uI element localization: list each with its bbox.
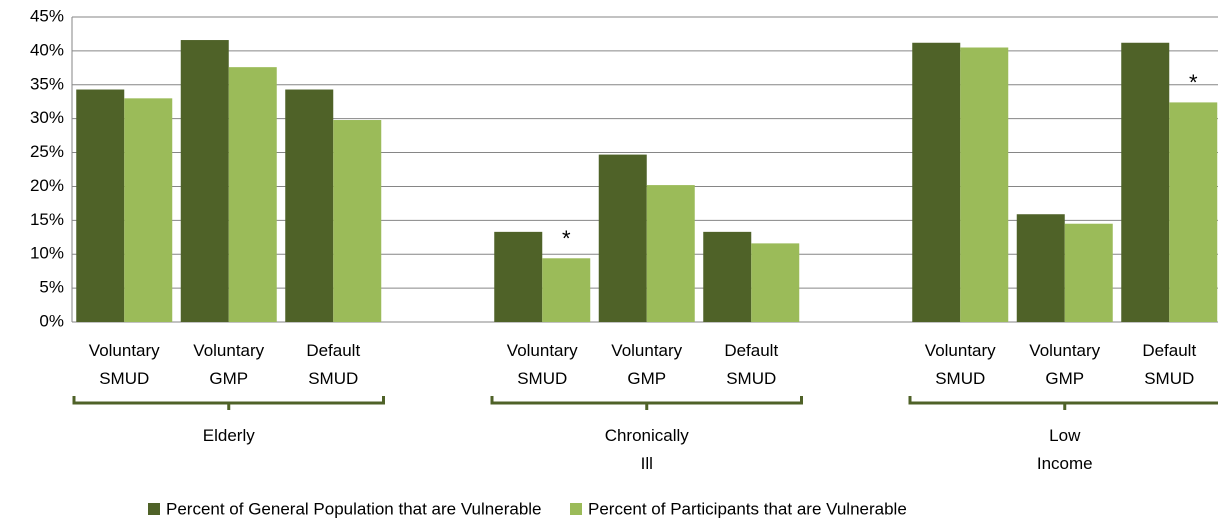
bar <box>76 89 125 323</box>
x-tick-label-line: SMUD <box>517 369 567 388</box>
y-tick-label: 35% <box>30 74 64 93</box>
x-tick-label-line: SMUD <box>99 369 149 388</box>
y-tick-label: 30% <box>30 108 64 127</box>
x-tick-label: Voluntary GMP <box>193 341 264 388</box>
x-tick-label-line: SMUD <box>308 369 358 388</box>
bar <box>1064 223 1113 322</box>
x-tick-label: Default SMUD <box>1142 341 1196 388</box>
y-tick-label: 45% <box>30 6 64 25</box>
x-tick-label-line: Voluntary <box>193 341 264 360</box>
x-tick-label-line: Default <box>1142 341 1196 360</box>
legend-label: Percent of Participants that are Vulnera… <box>588 499 907 518</box>
x-tick-label-line: Default <box>306 341 360 360</box>
y-tick-label: 20% <box>30 176 64 195</box>
bar <box>180 40 229 323</box>
group-label-line: Ill <box>641 454 653 473</box>
group-bracket <box>908 396 1218 410</box>
bar <box>646 185 695 322</box>
x-tick-label-line: SMUD <box>1144 369 1194 388</box>
bar <box>1169 102 1218 323</box>
x-tick-label-line: Voluntary <box>925 341 996 360</box>
group-label: Elderly <box>203 426 255 445</box>
bar <box>703 231 752 322</box>
x-tick-label-line: Voluntary <box>89 341 160 360</box>
bar <box>333 120 382 323</box>
x-tick-label-line: SMUD <box>726 369 776 388</box>
x-tick-label-line: GMP <box>209 369 248 388</box>
x-tick-label-line: SMUD <box>935 369 985 388</box>
y-tick-label: 15% <box>30 210 64 229</box>
x-tick-label-line: Voluntary <box>611 341 682 360</box>
y-tick-label: 25% <box>30 142 64 161</box>
group-label-line: Chronically <box>605 426 690 445</box>
bar <box>1016 214 1065 322</box>
group-label-line: Low <box>1049 426 1081 445</box>
group-label-line: Income <box>1037 454 1093 473</box>
x-tick-label-line: Default <box>724 341 778 360</box>
y-tick-label: 10% <box>30 244 64 263</box>
group-label-line: Elderly <box>203 426 255 445</box>
bar <box>751 243 800 322</box>
x-tick-label: Voluntary SMUD <box>89 341 160 388</box>
y-tick-label: 5% <box>39 278 64 297</box>
bar <box>542 258 591 322</box>
x-tick-label: Voluntary SMUD <box>925 341 996 388</box>
bar <box>124 98 173 322</box>
legend-label: Percent of General Population that are V… <box>166 499 542 518</box>
group-label: Low Income <box>1037 426 1093 473</box>
bar <box>1121 42 1170 322</box>
x-tick-label-line: GMP <box>627 369 666 388</box>
x-tick-label-line: Voluntary <box>507 341 578 360</box>
bar <box>285 89 334 323</box>
y-tick-label: 0% <box>39 311 64 330</box>
bar <box>960 47 1009 322</box>
y-tick-label: 40% <box>30 40 64 59</box>
x-tick-label: Default SMUD <box>724 341 778 388</box>
bar <box>494 231 543 322</box>
group-bracket <box>72 396 385 410</box>
x-tick-label-line: Voluntary <box>1029 341 1100 360</box>
x-tick-label: Voluntary GMP <box>611 341 682 388</box>
group-label: Chronically Ill <box>605 426 690 473</box>
group-bracket <box>490 396 803 410</box>
bar <box>912 42 961 322</box>
x-tick-label: Voluntary GMP <box>1029 341 1100 388</box>
x-tick-label: Voluntary SMUD <box>507 341 578 388</box>
legend-swatch <box>570 503 582 515</box>
x-tick-label: Default SMUD <box>306 341 360 388</box>
annotation: * <box>562 226 571 251</box>
annotation: * <box>1189 70 1198 95</box>
bar <box>598 154 647 322</box>
x-tick-label-line: GMP <box>1045 369 1084 388</box>
legend-swatch <box>148 503 160 515</box>
bar <box>228 67 277 323</box>
